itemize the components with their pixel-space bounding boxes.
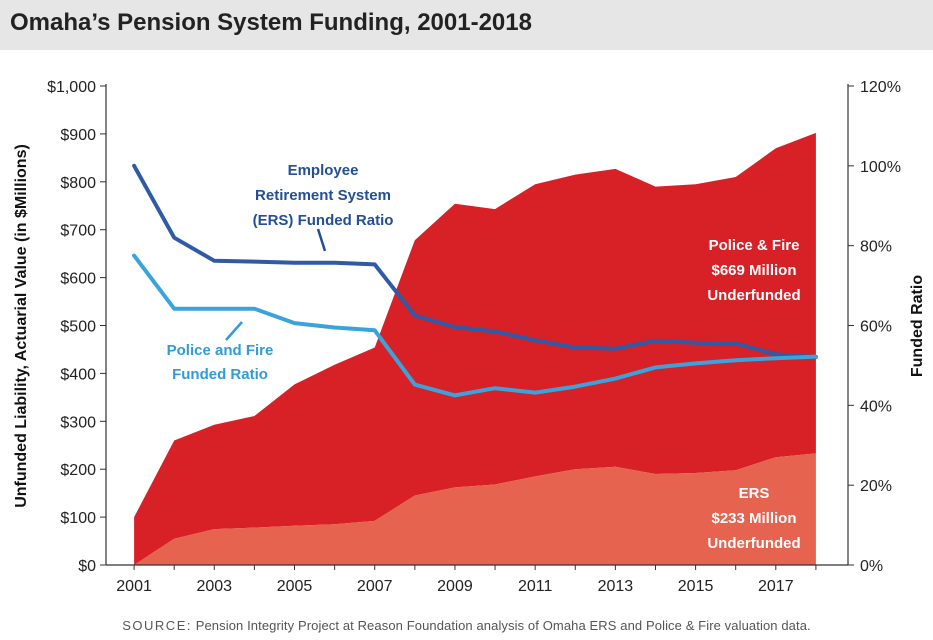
source-text: Pension Integrity Project at Reason Foun… — [195, 618, 811, 633]
chart-axes: $0 $100 $200 $300 $400 $500 $600 $700 $800 $900 $1… — [47, 79, 901, 595]
chart-areas — [134, 132, 816, 565]
y-tick-label: $800 — [60, 175, 96, 192]
y-tick-label: $300 — [60, 414, 96, 431]
y-axis-title: Unfunded Liability, Actuarial Value (in … — [13, 144, 30, 508]
y2-tick-label: 80% — [860, 239, 892, 256]
x-tick-label: 2013 — [598, 578, 634, 595]
y-tick-label: $700 — [60, 223, 96, 240]
y-tick-label: $0 — [78, 558, 96, 575]
y-tick-label: $500 — [60, 319, 96, 336]
ers-ratio-annotation: Employee — [288, 162, 359, 179]
source-note: SOURCE: Pension Integrity Project at Rea… — [0, 618, 933, 633]
ers-area-annotation: $233 Million — [711, 510, 796, 527]
y2-tick-label: 120% — [860, 79, 901, 96]
x-tick-label: 2005 — [277, 578, 313, 595]
y-tick-label: $600 — [60, 271, 96, 288]
y-tick-label: $1,000 — [47, 79, 96, 96]
ers-area — [134, 453, 816, 565]
y2-tick-label: 40% — [860, 398, 892, 415]
chart: $0 $100 $200 $300 $400 $500 $600 $700 $800 $900 $1… — [13, 79, 926, 595]
ers-ratio-annotation: Retirement System — [255, 187, 391, 204]
y-tick-label: $200 — [60, 462, 96, 479]
ers-area-annotation: ERS — [739, 485, 770, 502]
pf-area-annotation: $669 Million — [711, 262, 796, 279]
y2-tick-label: 60% — [860, 319, 892, 336]
y2-tick-label: 20% — [860, 478, 892, 495]
y2-tick-label: 100% — [860, 159, 901, 176]
pf-ratio-annotation: Funded Ratio — [172, 366, 268, 383]
y-tick-label: $400 — [60, 366, 96, 383]
police-fire-funded-ratio-line — [132, 253, 818, 398]
ers-area-annotation: Underfunded — [707, 535, 800, 552]
x-tick-label: 2001 — [116, 578, 152, 595]
y-tick-label: $900 — [60, 127, 96, 144]
x-tick-label: 2011 — [518, 578, 553, 595]
ers-ratio-annotation: (ERS) Funded Ratio — [253, 212, 394, 229]
chart-lines — [132, 163, 818, 398]
x-tick-label: 2017 — [758, 578, 794, 595]
chart-title: Omaha’s Pension System Funding, 2001-201… — [10, 9, 532, 36]
x-tick-label: 2009 — [437, 578, 473, 595]
y2-axis-title: Funded Ratio — [909, 275, 926, 377]
pf-ratio-pointer — [225, 321, 243, 341]
pf-area-annotation: Underfunded — [707, 287, 800, 304]
ers-funded-ratio-line — [132, 163, 818, 359]
ers-ratio-pointer — [316, 228, 327, 252]
x-tick-label: 2015 — [678, 578, 714, 595]
pf-area-annotation: Police & Fire — [709, 237, 800, 254]
x-tick-label: 2003 — [196, 578, 232, 595]
police-fire-area — [134, 132, 816, 565]
pf-ratio-annotation: Police and Fire — [167, 342, 274, 359]
x-tick-label: 2007 — [357, 578, 393, 595]
chart-labels: Unfunded Liability, Actuarial Value (in … — [13, 144, 926, 552]
y-tick-label: $100 — [60, 510, 96, 527]
source-label: SOURCE: — [122, 618, 192, 633]
y2-tick-label: 0% — [860, 558, 883, 575]
title-bar: Omaha’s Pension System Funding, 2001-201… — [0, 0, 933, 50]
